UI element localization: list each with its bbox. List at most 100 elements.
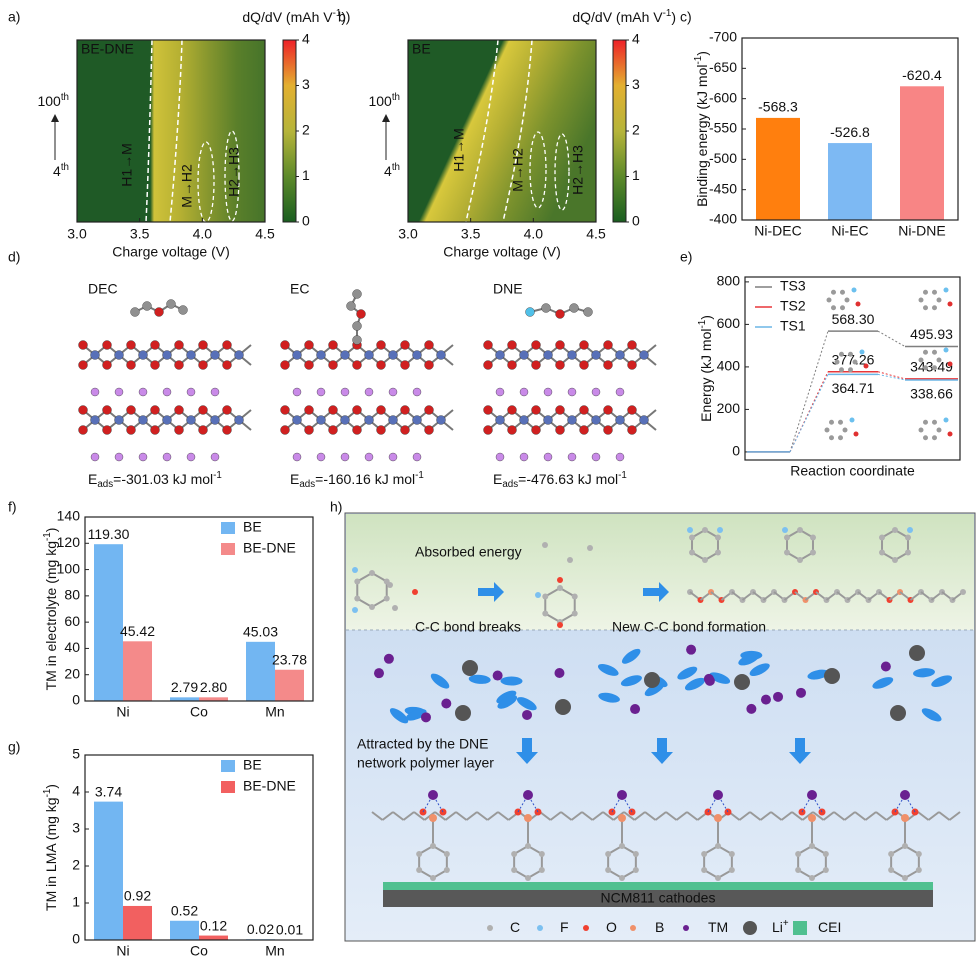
y-tick-label: 100 (57, 560, 81, 576)
bar (123, 905, 152, 940)
structure-name: DEC (88, 281, 118, 297)
atom-b (901, 814, 909, 822)
legend-label: F (560, 919, 569, 935)
atom (541, 303, 551, 313)
atom (567, 350, 577, 360)
atom (328, 425, 338, 435)
bond (822, 811, 835, 821)
tm-ion (760, 694, 771, 705)
molecule-atom (849, 417, 855, 423)
atom (90, 415, 100, 425)
cycle-label: 100th (368, 92, 400, 109)
molecule-atom (923, 365, 928, 371)
atom-c (902, 875, 908, 881)
bond (455, 811, 468, 821)
bond (392, 811, 405, 821)
transition-label: H2→H3 (226, 147, 242, 197)
atom (304, 405, 314, 415)
atom-c (915, 851, 922, 857)
atom (90, 350, 100, 360)
molecule-atom (851, 287, 857, 293)
bond (381, 811, 394, 821)
atom (543, 350, 553, 360)
legend-label: TM (708, 919, 728, 935)
atom (412, 452, 422, 462)
atom-c (702, 557, 708, 563)
atom (292, 415, 302, 425)
tm-ion (630, 704, 641, 715)
atom (376, 405, 386, 415)
bar (275, 669, 304, 701)
y-tick-label: 80 (64, 587, 80, 603)
atom (519, 415, 529, 425)
bond (948, 811, 961, 821)
colorbar-tick-label: 0 (632, 213, 640, 229)
plot-frame (741, 37, 959, 221)
bond (371, 811, 384, 821)
atom (178, 305, 188, 315)
atom (198, 425, 208, 435)
x-axis-label: Charge voltage (V) (112, 244, 230, 260)
atom-b (429, 814, 437, 822)
atom-c (702, 527, 708, 533)
atom-c (525, 875, 531, 881)
adsorption-energy-part: ads (299, 479, 315, 490)
panel-label: c) (680, 9, 692, 25)
molecule-atom (936, 427, 942, 433)
legend-label: BE (243, 757, 262, 773)
atom (615, 350, 625, 360)
transition-label: H1→M (451, 128, 467, 172)
molecule-atom (838, 435, 843, 441)
anion (468, 674, 491, 684)
y-tick-label: 140 (57, 508, 81, 524)
atom (603, 405, 613, 415)
atom (555, 360, 565, 370)
y-axis-label-part: Binding energy (kJ mol (694, 64, 710, 206)
atom (424, 425, 434, 435)
atom (555, 340, 565, 350)
atom (531, 425, 541, 435)
atom (907, 527, 913, 533)
atom (356, 309, 366, 319)
tm-ion (523, 790, 533, 800)
atom (90, 452, 100, 462)
atom-c (809, 875, 815, 881)
atom-c (809, 534, 816, 541)
tm-ion (373, 668, 384, 679)
atom (222, 340, 232, 350)
adsorption-energy-part: -1 (213, 470, 222, 481)
atom-c (715, 843, 721, 849)
colorbar-label: dQ/dV (mAh V-1) (242, 8, 346, 25)
phase-region (554, 133, 570, 211)
anion (913, 668, 935, 678)
atom (543, 415, 553, 425)
bond (560, 811, 573, 821)
phase-boundary (145, 39, 153, 223)
atom (483, 425, 493, 435)
y-tick-label: 600 (717, 315, 741, 331)
atom (316, 452, 326, 462)
anion (389, 708, 409, 724)
y-tick-label: -450 (709, 180, 737, 196)
adsorption-energy-part: =-476.63 kJ mol (518, 471, 618, 487)
legend-swatch (221, 781, 235, 793)
process-arrow (651, 738, 673, 764)
phase-boundary (502, 39, 533, 223)
y-tick-label: 20 (64, 665, 80, 681)
atom (222, 405, 232, 415)
atom-c (892, 527, 898, 533)
x-tick-label: 3.0 (67, 226, 87, 242)
atom-c (904, 534, 911, 541)
atom-c (443, 867, 450, 873)
bond (917, 811, 930, 821)
molecule-atom (848, 351, 853, 357)
tm-ion (807, 790, 817, 800)
plot-frame (84, 516, 314, 702)
transition-connector (789, 330, 829, 453)
adsorption-energy: Eads=-160.16 kJ mol-1 (290, 470, 424, 490)
tm-ion (880, 661, 891, 672)
legend-label: BE-DNE (243, 540, 296, 556)
atom (412, 589, 418, 595)
value-label: 343.49 (910, 359, 953, 375)
atom (388, 415, 398, 425)
